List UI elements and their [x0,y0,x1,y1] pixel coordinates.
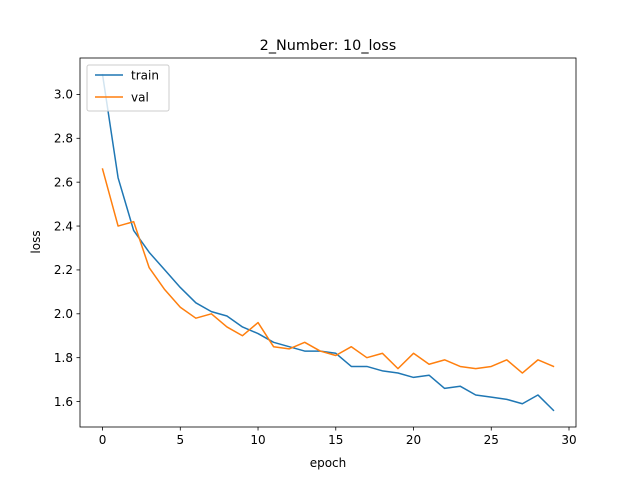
series-line-train [101,73,555,412]
y-tick-label: 1.6 [54,395,73,409]
legend-label-val: val [131,91,149,105]
y-axis-label: loss [29,230,43,253]
legend-box [86,64,170,112]
legend: train val [86,64,170,112]
legend-label-train: train [131,69,159,83]
x-tick-label: 20 [406,433,421,447]
y-tick-label: 1.8 [54,351,73,365]
y-tick-label: 2.6 [54,175,73,189]
series-layer [101,73,555,412]
y-tick-label: 2.0 [54,307,73,321]
y-tick-label: 2.2 [54,263,73,277]
x-tick-label: 10 [250,433,265,447]
x-tick-label: 5 [176,433,184,447]
y-tick-label: 3.0 [54,88,73,102]
x-tick-label: 30 [561,433,576,447]
y-axis-ticks: 1.6 1.8 2.0 2.2 2.4 2.6 2.8 3.0 [54,88,80,409]
x-tick-label: 15 [328,433,343,447]
y-tick-label: 2.8 [54,132,73,146]
chart-title: 2_Number: 10_loss [260,38,397,54]
axes-frame [79,57,577,428]
x-tick-label: 25 [484,433,499,447]
series-line-val [101,168,555,374]
x-axis-label: epoch [310,456,347,470]
x-tick-label: 0 [99,433,107,447]
plot-area [79,57,577,428]
x-axis-ticks: 0 5 10 15 20 25 30 [99,427,577,447]
y-tick-label: 2.4 [54,219,73,233]
